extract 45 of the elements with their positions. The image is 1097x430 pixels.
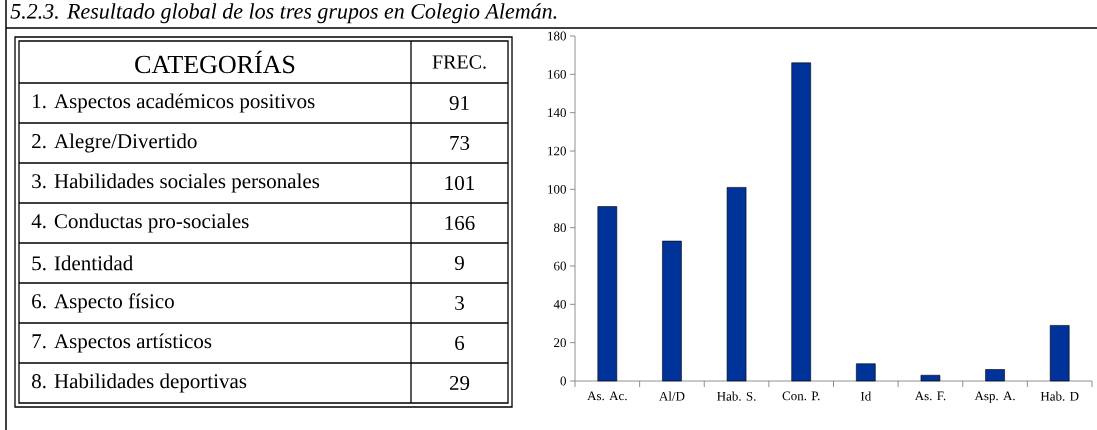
bar [856, 363, 876, 382]
category-label: 4. Conductas pro-sociales [31, 213, 249, 233]
category-label: 3. Habilidades sociales personales [32, 173, 320, 193]
data-label: 6 [455, 335, 465, 351]
category-label: 8. Habilidades deportivas [32, 373, 247, 393]
bar [791, 62, 811, 382]
data-label: 29 [449, 375, 470, 391]
data-label: 101 [445, 175, 474, 191]
y-tick-label: 160 [548, 69, 566, 79]
y-tick-label: 60 [554, 261, 566, 271]
y-tick-label: 100 [548, 184, 566, 194]
text: CATEGORÍAS [135, 50, 295, 74]
category-label: 1. Aspectos académicos positivos [33, 93, 315, 113]
y-tick-label: 120 [548, 146, 566, 156]
data-label: 73 [450, 135, 470, 151]
category-label: 6. Aspecto físico [32, 293, 174, 313]
y-tick-label: 140 [548, 108, 566, 118]
category-label: 2. Alegre/Divertido [32, 133, 197, 153]
y-tick-label: 0 [560, 376, 566, 386]
bar [662, 240, 682, 382]
text: FREC. [432, 55, 486, 69]
bar [1049, 325, 1070, 382]
x-tick-label: Hab. D [1040, 391, 1079, 401]
data-label: 91 [449, 95, 469, 111]
category-label: 5. Identidad [32, 255, 134, 271]
x-tick-label: As. F. [914, 391, 946, 401]
bar [597, 206, 618, 382]
category-label: 7. Aspectos artísticos [32, 333, 212, 353]
x-tick-label: Con. P. [782, 391, 820, 401]
bar [985, 369, 1005, 382]
bar [726, 187, 747, 382]
y-tick-label: 20 [554, 338, 566, 348]
data-label: 3 [455, 295, 464, 311]
y-tick-label: 80 [553, 223, 566, 233]
data-label: 166 [445, 215, 475, 231]
x-tick-label: As. Ac. [587, 391, 627, 401]
data-label: 9 [454, 255, 464, 271]
x-tick-label: Al/D [659, 391, 685, 401]
text: 5.2.3. Resultado global de los tres grupos en Colegio Alemán. [10, 3, 557, 24]
x-tick-label: Asp. A. [974, 391, 1015, 403]
x-tick-label: Id [860, 391, 872, 401]
bar [920, 374, 941, 382]
y-tick-label: 180 [548, 31, 566, 41]
y-tick-label: 40 [553, 299, 566, 309]
x-tick-label: Hab. S. [717, 391, 756, 401]
